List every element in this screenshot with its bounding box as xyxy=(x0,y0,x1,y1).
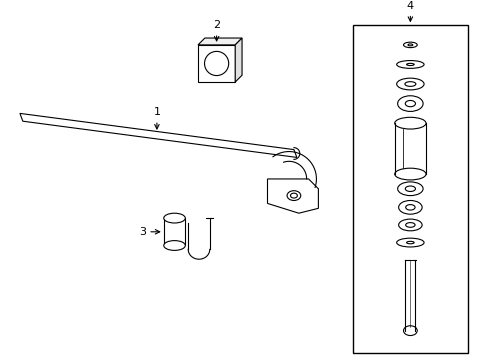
Ellipse shape xyxy=(405,204,414,210)
Ellipse shape xyxy=(396,238,423,247)
Bar xyxy=(198,45,235,82)
Ellipse shape xyxy=(394,117,425,129)
Ellipse shape xyxy=(397,182,422,195)
Text: 2: 2 xyxy=(213,20,220,30)
Text: 4: 4 xyxy=(406,1,413,11)
Ellipse shape xyxy=(163,240,185,251)
Ellipse shape xyxy=(405,100,415,107)
Bar xyxy=(163,218,185,246)
Ellipse shape xyxy=(163,213,185,223)
Ellipse shape xyxy=(403,42,416,48)
Text: 3: 3 xyxy=(139,227,146,237)
Ellipse shape xyxy=(405,222,414,227)
Ellipse shape xyxy=(404,82,415,86)
Ellipse shape xyxy=(397,96,422,112)
Ellipse shape xyxy=(407,44,412,46)
Ellipse shape xyxy=(396,60,423,68)
Ellipse shape xyxy=(286,191,300,201)
Ellipse shape xyxy=(394,168,425,180)
Polygon shape xyxy=(235,38,242,82)
Ellipse shape xyxy=(204,51,228,76)
Ellipse shape xyxy=(398,219,421,231)
Ellipse shape xyxy=(405,186,415,192)
Polygon shape xyxy=(20,113,296,157)
Polygon shape xyxy=(198,38,242,45)
Ellipse shape xyxy=(290,193,297,198)
Bar xyxy=(352,25,467,353)
Ellipse shape xyxy=(406,63,413,66)
Polygon shape xyxy=(267,179,318,213)
Text: 1: 1 xyxy=(153,107,160,117)
Ellipse shape xyxy=(398,201,421,214)
Ellipse shape xyxy=(406,241,413,244)
Ellipse shape xyxy=(403,326,416,336)
Ellipse shape xyxy=(396,78,423,90)
